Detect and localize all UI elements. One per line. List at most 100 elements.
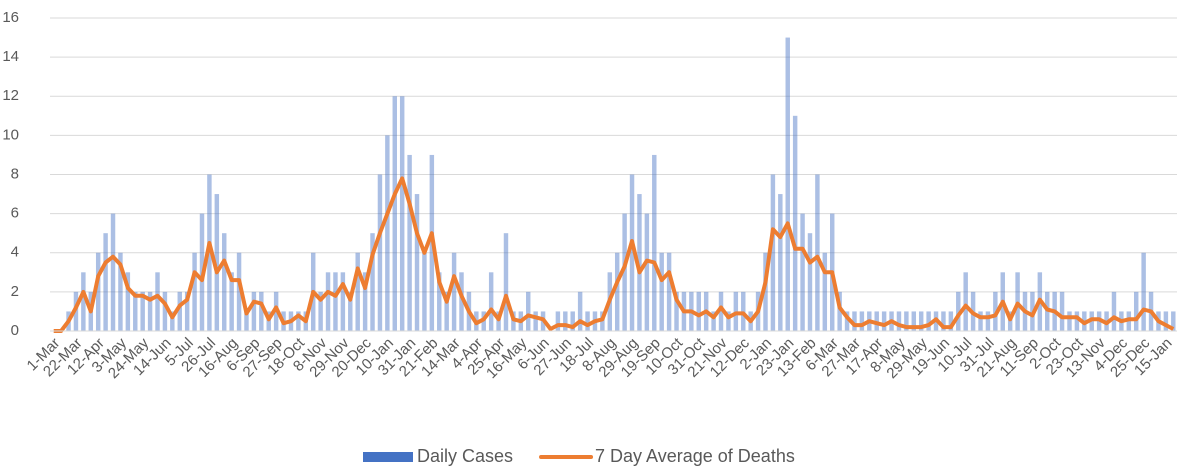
bar — [1067, 311, 1072, 331]
bar — [459, 272, 464, 331]
bar — [696, 291, 701, 331]
bar — [399, 96, 405, 331]
bar — [340, 272, 346, 331]
bar — [147, 291, 153, 331]
bar — [911, 311, 917, 331]
bar — [192, 252, 197, 331]
bar — [244, 311, 249, 331]
bar — [926, 311, 931, 331]
bar — [941, 311, 946, 331]
bar — [1163, 311, 1169, 331]
bar — [444, 291, 449, 331]
bar — [978, 311, 983, 331]
bar — [407, 154, 412, 331]
bar — [896, 311, 902, 331]
bar — [170, 311, 175, 331]
bar — [985, 311, 991, 331]
bar — [963, 272, 968, 331]
bar — [488, 272, 494, 331]
bar — [162, 291, 168, 331]
bar — [1111, 291, 1117, 331]
bar — [807, 233, 813, 331]
bar — [1074, 311, 1080, 331]
bar — [563, 311, 568, 331]
bar — [1171, 311, 1176, 331]
bar — [844, 311, 850, 331]
bar — [155, 272, 160, 331]
bar — [184, 291, 190, 331]
bar — [318, 291, 323, 331]
bar — [555, 311, 561, 331]
bar — [666, 252, 672, 331]
bar — [570, 311, 575, 331]
bar — [837, 291, 842, 331]
bar — [222, 233, 227, 331]
bar — [792, 115, 798, 331]
bar — [622, 213, 627, 331]
bar — [859, 311, 865, 331]
bar — [815, 174, 820, 331]
y-tick-label: 16 — [2, 9, 19, 26]
bar — [451, 252, 457, 331]
legend-label: Daily Cases — [417, 446, 513, 466]
legend-swatch — [363, 452, 413, 462]
bar — [652, 154, 657, 331]
bar — [785, 37, 790, 331]
bar — [800, 213, 805, 331]
bar — [526, 291, 531, 331]
y-tick-label: 6 — [11, 205, 19, 222]
bar — [437, 272, 442, 331]
legend-label: 7 Day Average of Deaths — [595, 446, 795, 466]
bar — [637, 194, 642, 331]
bar — [133, 291, 138, 331]
bar — [355, 252, 360, 331]
bar — [103, 233, 108, 331]
bar — [533, 311, 538, 331]
bar — [918, 311, 924, 331]
bar — [881, 311, 887, 331]
y-tick-label: 12 — [2, 87, 19, 104]
bar — [95, 252, 101, 331]
bar — [377, 174, 383, 331]
bar — [904, 311, 909, 331]
bar — [852, 311, 857, 331]
bar — [214, 194, 220, 331]
y-tick-label: 8 — [11, 165, 19, 182]
bar — [140, 291, 145, 331]
bar — [177, 291, 182, 331]
bar — [110, 213, 116, 331]
bar — [81, 272, 86, 331]
bar — [577, 291, 583, 331]
bar — [362, 272, 368, 331]
y-tick-label: 4 — [11, 244, 19, 261]
bar — [325, 272, 331, 331]
bar — [822, 252, 828, 331]
bar — [956, 291, 961, 331]
bar — [259, 291, 264, 331]
bar — [251, 291, 257, 331]
y-tick-label: 2 — [11, 283, 19, 300]
bar — [778, 194, 783, 331]
bar — [644, 213, 650, 331]
bar — [1059, 291, 1065, 331]
bar — [125, 272, 131, 331]
bar — [422, 252, 427, 331]
bar — [1141, 252, 1146, 331]
bar — [948, 311, 954, 331]
bar — [370, 233, 375, 331]
bar — [392, 96, 397, 331]
bar — [1133, 291, 1139, 331]
bar — [659, 252, 664, 331]
bar — [229, 272, 234, 331]
bar — [674, 291, 679, 331]
bar — [726, 311, 731, 331]
line — [53, 176, 1175, 333]
y-tick-label: 10 — [2, 126, 19, 143]
y-tick-label: 0 — [11, 322, 19, 339]
y-tick-label: 14 — [2, 48, 19, 65]
bar — [503, 233, 509, 331]
bar — [711, 311, 716, 331]
bar — [296, 311, 301, 331]
bar — [614, 252, 620, 331]
